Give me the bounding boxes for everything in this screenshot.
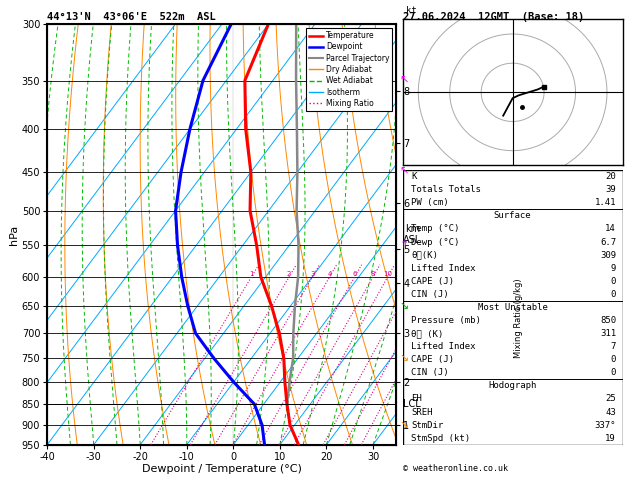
Text: Pressure (mb): Pressure (mb): [411, 316, 481, 325]
Text: Mixing Ratio (g/kg): Mixing Ratio (g/kg): [515, 279, 523, 358]
Y-axis label: hPa: hPa: [9, 225, 19, 244]
Text: SREH: SREH: [411, 407, 433, 417]
X-axis label: Dewpoint / Temperature (°C): Dewpoint / Temperature (°C): [142, 465, 302, 474]
Text: CAPE (J): CAPE (J): [411, 277, 454, 286]
Text: LCL: LCL: [403, 399, 421, 409]
Text: 25: 25: [605, 395, 616, 403]
Text: ↖: ↖: [399, 167, 409, 177]
Text: EH: EH: [411, 395, 422, 403]
Legend: Temperature, Dewpoint, Parcel Trajectory, Dry Adiabat, Wet Adiabat, Isotherm, Mi: Temperature, Dewpoint, Parcel Trajectory…: [306, 28, 392, 111]
Text: 9: 9: [611, 264, 616, 273]
Y-axis label: km
ASL: km ASL: [403, 224, 421, 245]
Text: kt: kt: [406, 6, 416, 15]
Text: K: K: [411, 172, 417, 181]
Text: Surface: Surface: [494, 211, 532, 220]
Text: 10: 10: [383, 271, 392, 277]
Text: Hodograph: Hodograph: [489, 382, 537, 390]
Text: 19: 19: [605, 434, 616, 443]
Text: 27.06.2024  12GMT  (Base: 18): 27.06.2024 12GMT (Base: 18): [403, 12, 584, 22]
Text: ⇑: ⇑: [399, 241, 409, 250]
Text: CIN (J): CIN (J): [411, 368, 449, 377]
Text: 0: 0: [611, 290, 616, 299]
Text: ↘: ↘: [399, 420, 409, 430]
Text: PW (cm): PW (cm): [411, 198, 449, 208]
Text: 311: 311: [600, 329, 616, 338]
Text: 4: 4: [327, 271, 331, 277]
Text: 0: 0: [611, 368, 616, 377]
Text: 850: 850: [600, 316, 616, 325]
Text: 1.41: 1.41: [594, 198, 616, 208]
Text: 8: 8: [370, 271, 375, 277]
Text: 14: 14: [605, 225, 616, 233]
Text: 3: 3: [310, 271, 314, 277]
Text: Lifted Index: Lifted Index: [411, 264, 476, 273]
Text: CIN (J): CIN (J): [411, 290, 449, 299]
Text: StmDir: StmDir: [411, 420, 443, 430]
Text: 7: 7: [611, 342, 616, 351]
Text: 1: 1: [249, 271, 253, 277]
Text: 6: 6: [352, 271, 357, 277]
Text: 43: 43: [605, 407, 616, 417]
Text: 0: 0: [611, 277, 616, 286]
Text: Temp (°C): Temp (°C): [411, 225, 460, 233]
Text: 20: 20: [605, 172, 616, 181]
Text: 6.7: 6.7: [600, 238, 616, 246]
Text: 337°: 337°: [594, 420, 616, 430]
Text: θᴇ(K): θᴇ(K): [411, 251, 438, 260]
Text: Totals Totals: Totals Totals: [411, 185, 481, 194]
Text: ↘: ↘: [399, 353, 409, 364]
Text: © weatheronline.co.uk: © weatheronline.co.uk: [403, 464, 508, 473]
Text: StmSpd (kt): StmSpd (kt): [411, 434, 470, 443]
Text: Lifted Index: Lifted Index: [411, 342, 476, 351]
Text: 2: 2: [287, 271, 291, 277]
Text: 39: 39: [605, 185, 616, 194]
Text: Dewp (°C): Dewp (°C): [411, 238, 460, 246]
Text: 0: 0: [611, 355, 616, 364]
Text: 309: 309: [600, 251, 616, 260]
Text: ↘: ↘: [399, 301, 409, 312]
Text: ↖: ↖: [399, 75, 409, 86]
Text: Most Unstable: Most Unstable: [477, 303, 548, 312]
Text: CAPE (J): CAPE (J): [411, 355, 454, 364]
Text: 44°13'N  43°06'E  522m  ASL: 44°13'N 43°06'E 522m ASL: [47, 12, 216, 22]
Text: θᴇ (K): θᴇ (K): [411, 329, 443, 338]
